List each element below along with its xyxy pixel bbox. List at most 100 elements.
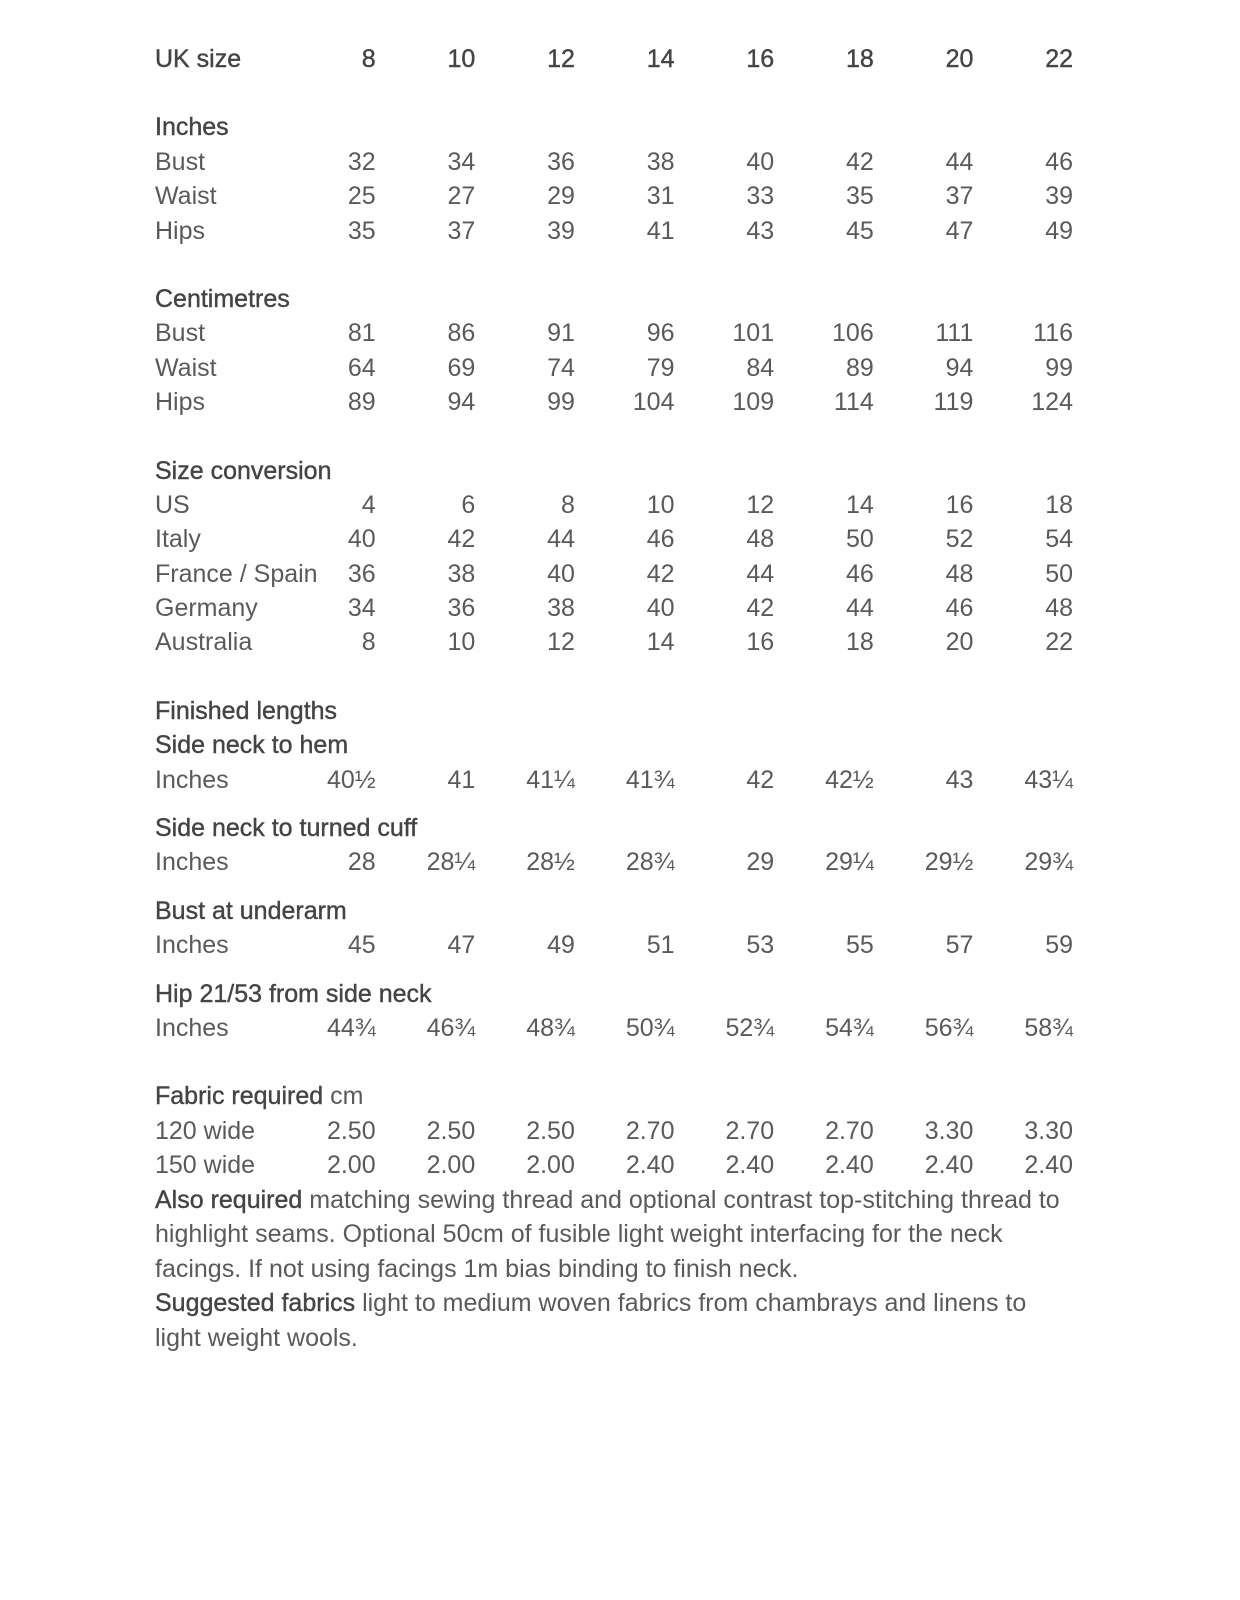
value-cell: 53 bbox=[746, 931, 775, 960]
value-cell: 35 bbox=[347, 216, 376, 245]
value-cell: 29 bbox=[547, 182, 575, 211]
section-heading: Fabric required cm bbox=[155, 1079, 1085, 1113]
value-cell: 38 bbox=[646, 147, 675, 176]
row-values: 8 10 12 14 16 18 20 22 bbox=[276, 625, 1073, 659]
value-cell: 46 bbox=[945, 594, 974, 623]
value-cell: 57 bbox=[945, 931, 974, 960]
value-cell: 3.30 bbox=[1024, 1116, 1073, 1145]
value-cell: 22 bbox=[1045, 45, 1073, 73]
row-label: Inches bbox=[155, 848, 229, 877]
row-label: Hips bbox=[155, 216, 206, 245]
value-cell: 51 bbox=[646, 931, 675, 960]
row-values: 40 42 44 46 48 50 52 54 bbox=[276, 522, 1073, 556]
value-cell: 42½ bbox=[825, 765, 874, 794]
section-heading-text: Centimetres bbox=[155, 284, 290, 313]
value-cell: 8 bbox=[560, 490, 575, 519]
value-cell: 47 bbox=[945, 216, 974, 245]
value-cell: 25 bbox=[347, 182, 376, 211]
value-cell: 42 bbox=[845, 147, 874, 176]
value-cell: 2.00 bbox=[526, 1151, 575, 1180]
section-heading: Centimetres bbox=[155, 282, 1085, 316]
value-cell: 46¾ bbox=[426, 1013, 476, 1042]
row-label: US bbox=[155, 490, 190, 519]
value-cell: 34 bbox=[347, 594, 376, 623]
value-cell: 40 bbox=[347, 525, 376, 554]
value-cell: 41¼ bbox=[526, 765, 575, 794]
table-row: Hips 89 94 99 104 109 114 119 124 bbox=[155, 385, 1085, 419]
value-cell: 40 bbox=[547, 559, 575, 588]
row-values: 25 27 29 31 33 35 37 39 bbox=[276, 179, 1073, 213]
value-cell: 3.30 bbox=[924, 1116, 974, 1145]
value-cell: 54¾ bbox=[825, 1013, 874, 1042]
value-cell: 10 bbox=[447, 45, 476, 73]
value-cell: 96 bbox=[646, 319, 675, 348]
table-row: UK size 8 10 12 14 16 18 20 22 bbox=[155, 42, 1085, 76]
row-label: Bust bbox=[155, 319, 206, 348]
value-cell: 8 bbox=[361, 628, 376, 657]
row-values: 64 69 74 79 84 89 94 99 bbox=[276, 351, 1073, 385]
value-cell: 10 bbox=[447, 628, 476, 657]
section: Fabric required cm 120 wide 2.50 2.50 2.50 2.… bbox=[155, 1079, 1085, 1182]
value-cell: 39 bbox=[1045, 182, 1073, 211]
section-heading-text: Inches bbox=[155, 113, 229, 142]
value-cell: 8 bbox=[361, 45, 376, 73]
value-cell: 2.70 bbox=[825, 1116, 874, 1145]
value-cell: 49 bbox=[1045, 216, 1073, 245]
value-cell: 101 bbox=[732, 319, 775, 348]
value-cell: 109 bbox=[732, 388, 775, 417]
value-cell: 79 bbox=[646, 353, 675, 382]
value-cell: 22 bbox=[1045, 628, 1073, 657]
row-label: Australia bbox=[155, 628, 253, 657]
table-row: 150 wide 2.00 2.00 2.00 2.40 2.40 2.40 2.40 2.40 bbox=[155, 1148, 1085, 1182]
section-heading-text: Hip 21/53 from side neck bbox=[155, 979, 432, 1008]
value-cell: 44 bbox=[945, 147, 974, 176]
row-values: 2.50 2.50 2.50 2.70 2.70 2.70 3.30 3.30 bbox=[276, 1114, 1073, 1148]
value-cell: 39 bbox=[547, 216, 575, 245]
row-values: 28 28¼ 28½ 28¾ 29 29¼ 29½ 29¾ bbox=[276, 845, 1073, 879]
value-cell: 36 bbox=[447, 594, 476, 623]
value-cell: 27 bbox=[447, 182, 476, 211]
value-cell: 14 bbox=[646, 628, 675, 657]
value-cell: 2.50 bbox=[326, 1116, 376, 1145]
section-heading-text: Side neck to hem bbox=[155, 731, 349, 760]
value-cell: 41 bbox=[646, 216, 675, 245]
row-label: Inches bbox=[155, 1013, 229, 1042]
row-label: 150 wide bbox=[155, 1151, 256, 1180]
value-cell: 56¾ bbox=[924, 1013, 974, 1042]
value-cell: 20 bbox=[945, 628, 974, 657]
value-cell: 55 bbox=[845, 931, 874, 960]
value-cell: 2.40 bbox=[825, 1151, 874, 1180]
value-cell: 48 bbox=[746, 525, 775, 554]
row-label: France / Spain bbox=[155, 559, 318, 588]
row-values: 2.00 2.00 2.00 2.40 2.40 2.40 2.40 2.40 bbox=[276, 1148, 1073, 1182]
value-cell: 50¾ bbox=[625, 1013, 675, 1042]
value-cell: 58¾ bbox=[1024, 1013, 1073, 1042]
table-row: Germany 34 36 38 40 42 44 46 48 bbox=[155, 591, 1085, 625]
value-cell: 50 bbox=[845, 525, 874, 554]
section-heading: Inches bbox=[155, 110, 1085, 144]
value-cell: 34 bbox=[447, 147, 476, 176]
row-label: Bust bbox=[155, 147, 206, 176]
value-cell: 40½ bbox=[326, 765, 376, 794]
row-values: 32 34 36 38 40 42 44 46 bbox=[276, 145, 1073, 179]
value-cell: 33 bbox=[746, 182, 775, 211]
value-cell: 36 bbox=[347, 559, 376, 588]
section: Size conversion US 4 6 8 10 12 14 16 18 Italy 40 42 4… bbox=[155, 454, 1085, 660]
value-cell: 48 bbox=[1045, 594, 1073, 623]
section-heading: Side neck to hem bbox=[155, 728, 1085, 762]
value-cell: 2.50 bbox=[526, 1116, 575, 1145]
also-required-label: Also required bbox=[155, 1186, 303, 1214]
value-cell: 48¾ bbox=[526, 1013, 575, 1042]
section-heading: Hip 21/53 from side neck bbox=[155, 977, 1085, 1011]
table-row: Italy 40 42 44 46 48 50 52 54 bbox=[155, 522, 1085, 556]
value-cell: 46 bbox=[845, 559, 874, 588]
value-cell: 50 bbox=[1045, 559, 1073, 588]
section: UK size 8 10 12 14 16 18 20 22 bbox=[155, 42, 1085, 76]
section-heading: Side neck to turned cuff bbox=[155, 811, 1085, 845]
suggested-fabrics-text: light to medium woven fabrics from chamb… bbox=[155, 1289, 1027, 1352]
section-heading: Size conversion bbox=[155, 454, 1085, 488]
value-cell: 43 bbox=[746, 216, 775, 245]
row-label: Waist bbox=[155, 353, 217, 382]
value-cell: 64 bbox=[347, 353, 376, 382]
value-cell: 81 bbox=[347, 319, 376, 348]
